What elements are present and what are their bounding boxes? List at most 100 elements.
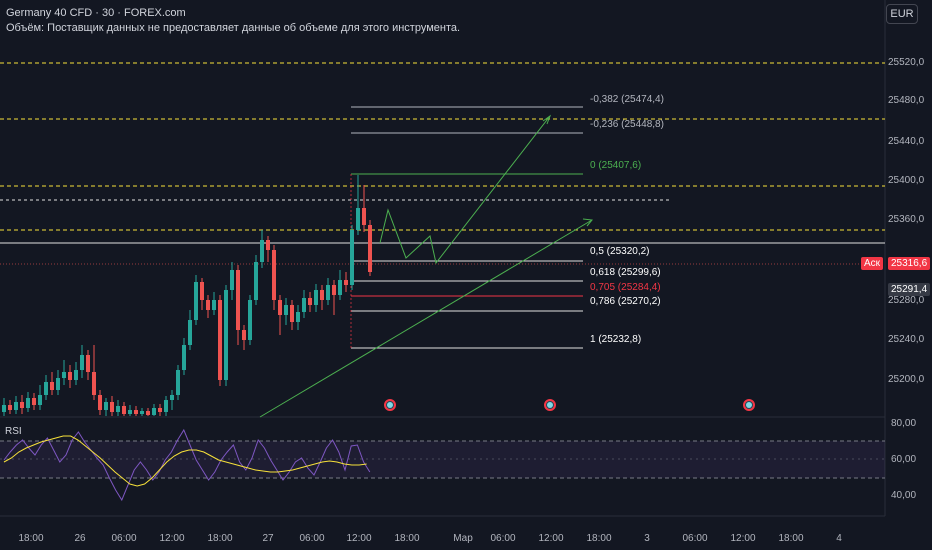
horizontal-levels (0, 62, 885, 231)
fib-label: 0,786 (25270,2) (590, 296, 661, 307)
candle-body (158, 408, 162, 412)
time-tick: Мар (453, 533, 473, 544)
time-tick: 06:00 (682, 533, 708, 544)
rsi-label[interactable]: RSI (5, 426, 22, 437)
time-tick: 18:00 (207, 533, 233, 544)
price-tick: 25480,0 (888, 95, 925, 106)
event-icon[interactable] (743, 399, 755, 411)
candle-body (260, 240, 264, 262)
candle-body (290, 305, 294, 322)
event-icon[interactable] (384, 399, 396, 411)
candle-body (62, 372, 66, 378)
candle-body (110, 402, 114, 412)
ask-price-tag: 25316,6 (888, 257, 931, 270)
fib-label: -0,236 (25448,8) (590, 119, 664, 130)
time-tick: 3 (644, 533, 650, 544)
candle-body (56, 378, 60, 390)
candle-body (14, 402, 18, 410)
price-tick: 25280,0 (888, 295, 925, 306)
candle-body (164, 400, 168, 412)
candle-body (308, 298, 312, 305)
symbol-title[interactable]: Germany 40 CFD · 30 · FOREX.com (6, 7, 186, 19)
candle-body (200, 282, 204, 300)
candle-body (8, 405, 12, 410)
candle-body (284, 305, 288, 315)
time-tick: 18:00 (18, 533, 44, 544)
candle-body (320, 290, 324, 300)
candle-body (272, 250, 276, 300)
candle-body (44, 382, 48, 395)
candle-body (350, 230, 354, 285)
candle-body (20, 402, 24, 408)
rsi-tick: 80,00 (891, 418, 917, 429)
last-price-tag: 25291,4 (888, 283, 931, 296)
candle-body (80, 355, 84, 370)
price-tick: 25400,0 (888, 175, 925, 186)
candle-body (104, 402, 108, 410)
candle-body (224, 290, 228, 380)
candle-body (68, 372, 72, 380)
time-tick: 18:00 (586, 533, 612, 544)
candle-body (38, 395, 42, 405)
candle-body (296, 312, 300, 322)
candle-body (206, 300, 210, 310)
candlesticks (2, 175, 372, 416)
candle-body (338, 280, 342, 295)
fib-retracement (350, 106, 583, 349)
time-tick: 06:00 (111, 533, 137, 544)
candle-body (26, 398, 30, 408)
candle-body (176, 370, 180, 395)
time-tick: 18:00 (394, 533, 420, 544)
candle-body (74, 370, 78, 380)
volume-notice: Объём: Поставщик данных не предоставляет… (6, 22, 461, 34)
rsi-tick: 40,00 (891, 490, 917, 501)
time-tick: 12:00 (538, 533, 564, 544)
candle-body (254, 262, 258, 300)
time-tick: 06:00 (299, 533, 325, 544)
candle-body (230, 270, 234, 290)
candle-body (242, 330, 246, 340)
rsi-line (3, 428, 371, 502)
candle-body (326, 285, 330, 300)
candle-body (356, 208, 360, 230)
time-tick: 12:00 (346, 533, 372, 544)
price-tick: 25520,0 (888, 57, 925, 68)
fib-label: -0,382 (25474,4) (590, 94, 664, 105)
candle-body (128, 410, 132, 414)
candle-body (248, 300, 252, 340)
candle-body (98, 395, 102, 410)
projection-lines (259, 114, 593, 418)
ask-label: Аск (861, 257, 884, 270)
fib-label: 0 (25407,6) (590, 160, 642, 171)
candle-body (212, 300, 216, 310)
candle-body (146, 411, 150, 415)
time-tick: 4 (836, 533, 842, 544)
event-icon[interactable] (544, 399, 556, 411)
fib-label: 0,618 (25299,6) (590, 267, 661, 278)
candle-body (194, 282, 198, 320)
rsi-ma-line (3, 435, 367, 487)
currency-button[interactable]: EUR (886, 4, 918, 24)
candle-body (152, 408, 156, 415)
candle-body (86, 355, 90, 372)
time-tick: 26 (74, 533, 86, 544)
candle-body (134, 410, 138, 414)
candle-body (368, 225, 372, 272)
candle-body (92, 372, 96, 395)
candle-body (50, 382, 54, 390)
candle-body (32, 398, 36, 405)
candle-body (188, 320, 192, 345)
candle-body (314, 290, 318, 305)
candle-body (182, 345, 186, 370)
time-tick: 27 (262, 533, 274, 544)
candle-body (122, 406, 126, 414)
candle-body (332, 285, 336, 295)
price-tick: 25200,0 (888, 374, 925, 385)
candle-body (170, 395, 174, 400)
candle-body (236, 270, 240, 330)
time-tick: 06:00 (490, 533, 516, 544)
time-tick: 18:00 (778, 533, 804, 544)
price-tick: 25440,0 (888, 136, 925, 147)
candle-body (344, 280, 348, 285)
